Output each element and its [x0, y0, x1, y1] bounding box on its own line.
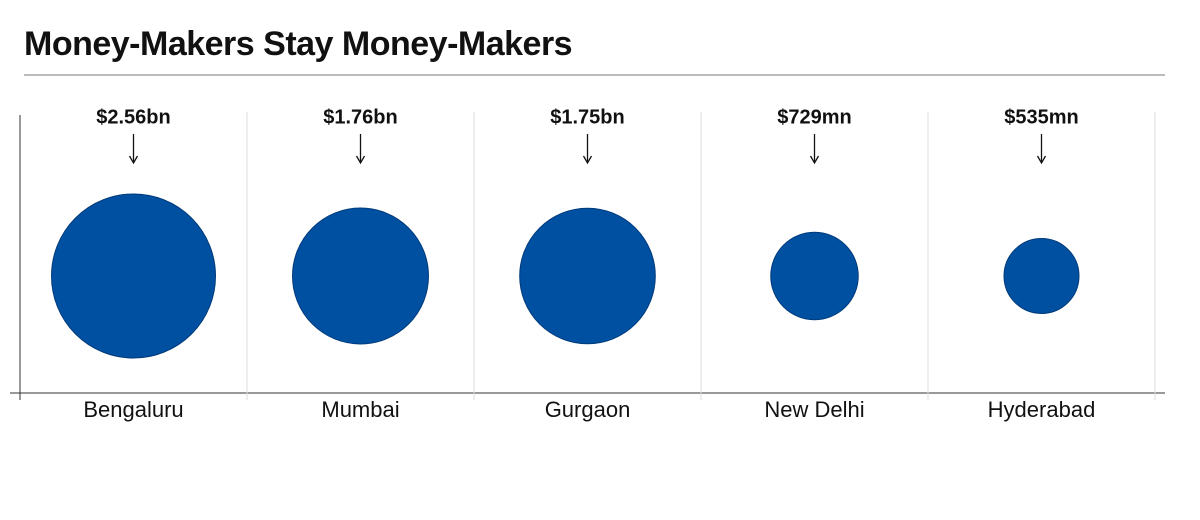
value-label: $535mn — [1004, 106, 1079, 128]
category-label: Gurgaon — [545, 397, 631, 422]
chart-title: Money-Makers Stay Money-Makers — [24, 25, 572, 63]
arrow-head — [355, 155, 366, 165]
value-label: $1.76bn — [323, 106, 397, 128]
arrow-head — [809, 155, 820, 165]
category-label: New Delhi — [764, 397, 864, 422]
value-label: $2.56bn — [96, 106, 170, 128]
bubble — [519, 207, 656, 345]
category-label: Bengaluru — [83, 397, 183, 422]
arrow-head — [582, 155, 593, 165]
bubble — [1003, 238, 1080, 314]
bubble — [51, 193, 216, 359]
arrow-head — [1036, 155, 1047, 165]
value-label: $1.75bn — [550, 106, 624, 128]
bubble — [770, 231, 859, 321]
arrow-head — [128, 155, 139, 165]
category-label: Hyderabad — [988, 397, 1096, 422]
value-label: $729mn — [777, 106, 852, 128]
bubble — [292, 207, 429, 345]
category-label: Mumbai — [321, 397, 399, 422]
